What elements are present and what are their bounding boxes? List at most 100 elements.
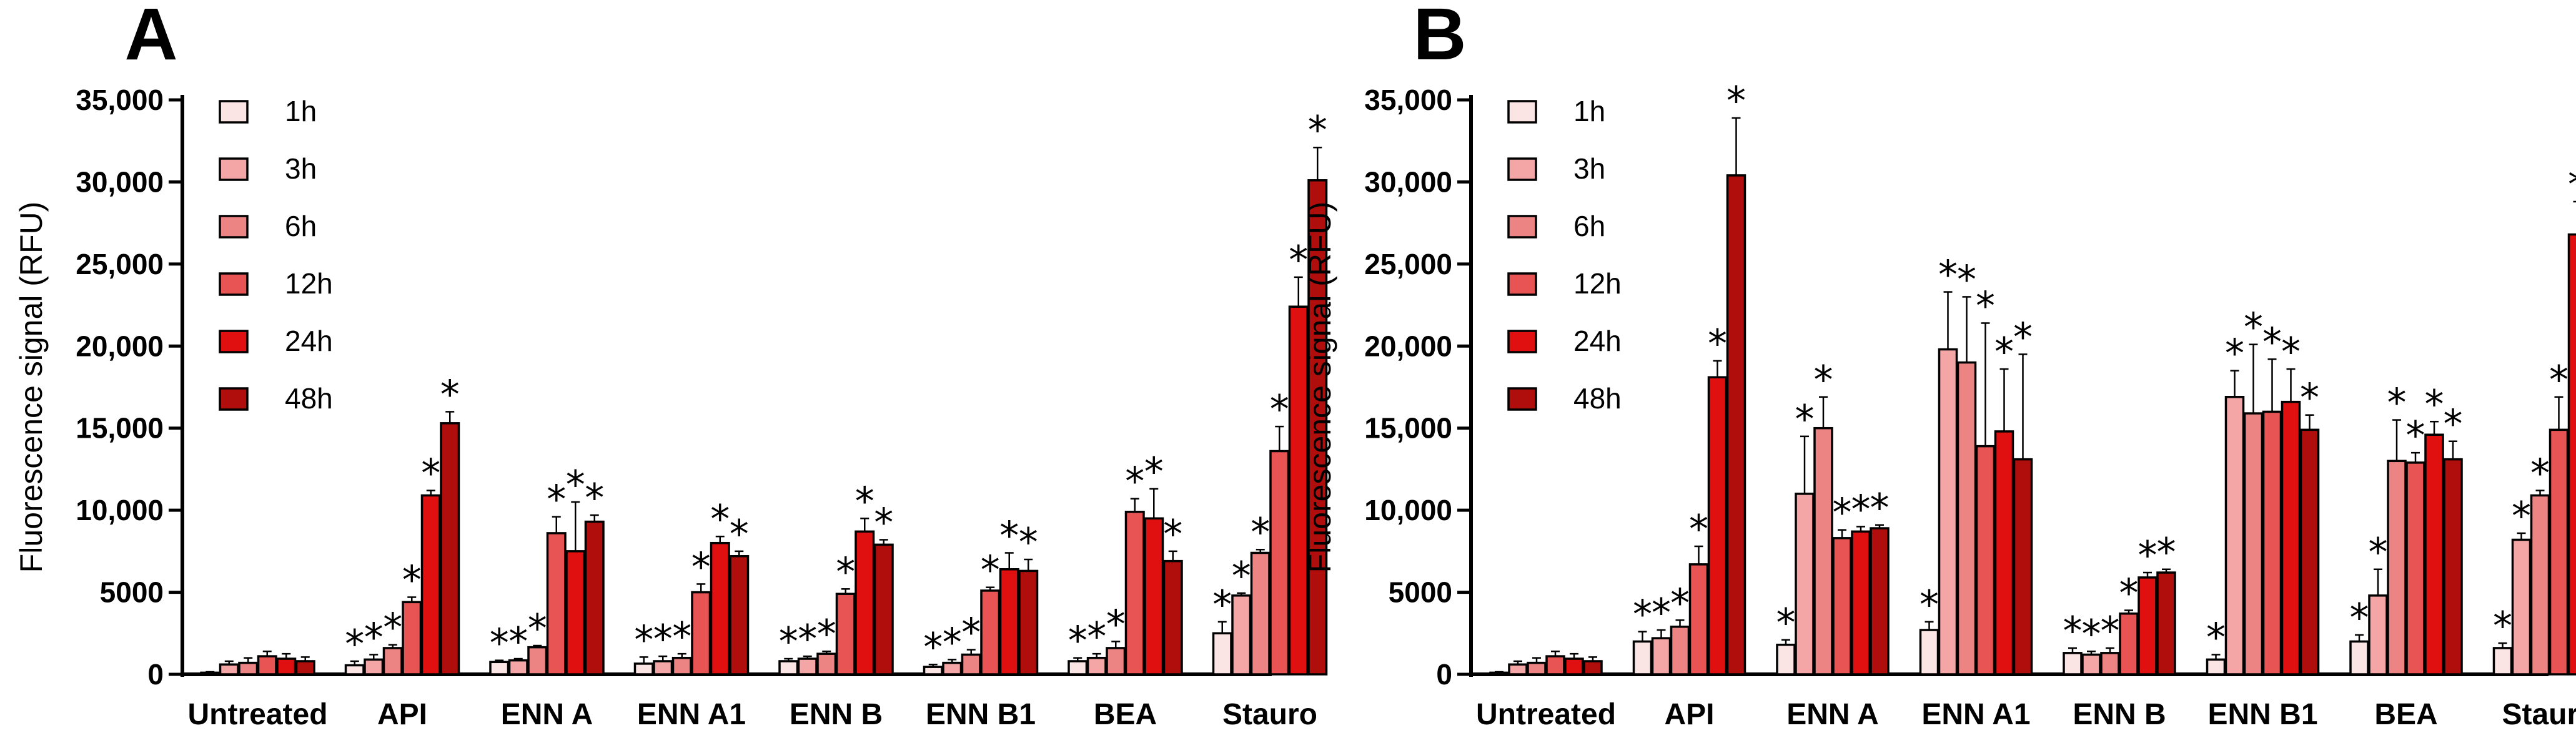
bar-a-4-4	[855, 530, 875, 676]
bar-b-1-5	[1726, 174, 1746, 676]
legend-label: 6h	[1573, 210, 1605, 242]
bar-a-1-1	[364, 658, 384, 676]
category-label: BEA	[1094, 698, 1157, 731]
bar-a-5-5	[1018, 569, 1039, 676]
bar-a-0-2	[238, 661, 259, 676]
bar-a-3-2	[671, 656, 692, 676]
chart-panel-a: A Fluorescence signal (RFU) 0 5000 10,000 15,…	[14, 0, 1328, 731]
significance-star: *	[2387, 380, 2407, 426]
significance-star: *	[2119, 570, 2139, 616]
y-tick-label: 10,000	[1364, 494, 1452, 526]
bar-b-6-0	[2349, 640, 2369, 676]
chart-panel-b: B Fluorescence signal (RFU) 0 5000 10,000 15,…	[1302, 0, 2576, 731]
legend-label: 24h	[285, 325, 333, 357]
bar-a-1-3	[402, 601, 422, 676]
significance-star: *	[2493, 603, 2512, 649]
panel-label: B	[1413, 0, 1466, 76]
legend-swatch	[219, 330, 249, 353]
significance-star: *	[779, 619, 798, 664]
significance-star: *	[2350, 595, 2369, 641]
significance-star: *	[2063, 608, 2083, 654]
category-label: API	[1664, 698, 1714, 731]
y-axis-label: Fluorescence signal (RFU)	[1302, 202, 1337, 573]
bar-a-7-4	[1288, 305, 1309, 676]
bar-b-2-0	[1776, 643, 1796, 676]
bar-b-0-0	[1489, 671, 1509, 676]
bar-b-0-3	[1545, 655, 1565, 676]
y-axis-label: Fluorescence signal (RFU)	[14, 202, 49, 573]
bar-b-5-2	[2243, 412, 2264, 676]
bar-b-4-4	[2138, 576, 2157, 676]
significance-star: *	[710, 496, 730, 542]
significance-star: *	[981, 548, 1000, 593]
legend-label: 48h	[285, 382, 333, 415]
bar-b-7-1	[2511, 538, 2532, 676]
significance-star: *	[508, 619, 528, 664]
bar-b-1-4	[1707, 376, 1728, 676]
bar-a-3-4	[710, 541, 730, 676]
significance-star: *	[836, 549, 855, 594]
bar-a-6-2	[1106, 647, 1126, 676]
bar-a-6-3	[1124, 511, 1145, 676]
y-tick-label: 25,000	[76, 248, 164, 280]
y-tick-label: 0	[147, 658, 164, 691]
legend-label: 6h	[285, 210, 317, 242]
bar-b-6-4	[2424, 433, 2444, 676]
y-tick-label: 10,000	[76, 494, 164, 526]
bar-a-6-4	[1144, 517, 1164, 676]
significance-star: *	[1976, 283, 1995, 328]
significance-star: *	[1689, 506, 1708, 552]
significance-star: *	[855, 478, 874, 524]
significance-star: *	[1652, 590, 1671, 636]
bar-a-3-0	[633, 662, 654, 676]
legend-label: 1h	[285, 95, 317, 127]
significance-star: *	[999, 513, 1019, 558]
significance-star: *	[1251, 509, 1270, 555]
significance-star: *	[1938, 252, 1958, 298]
category-label: ENN B	[2073, 698, 2166, 731]
significance-star: *	[1870, 485, 1890, 531]
category-label: ENN A1	[1921, 698, 2030, 731]
bar-b-7-2	[2530, 494, 2550, 676]
significance-star: *	[2406, 413, 2425, 458]
bar-a-4-1	[797, 657, 818, 676]
significance-star: *	[528, 606, 547, 651]
significance-star: *	[1670, 580, 1690, 626]
y-tick-label: 20,000	[76, 330, 164, 362]
significance-star: *	[2300, 375, 2319, 421]
category-label: ENN A	[501, 698, 593, 731]
significance-star: *	[1957, 257, 1976, 302]
significance-star: *	[1308, 107, 1327, 153]
significance-star: *	[1087, 614, 1106, 659]
legend-label: 12h	[1573, 267, 1622, 300]
significance-star: *	[2512, 493, 2531, 539]
bar-a-4-5	[873, 543, 894, 676]
significance-star: *	[1994, 329, 2014, 375]
bar-a-7-1	[1231, 594, 1252, 676]
bar-b-2-2	[1813, 426, 1833, 676]
bar-b-4-5	[2156, 571, 2176, 676]
significance-star: *	[2206, 614, 2226, 660]
bar-b-2-5	[1870, 527, 1890, 676]
significance-star: *	[1163, 511, 1182, 557]
significance-star: *	[490, 621, 509, 666]
significance-star: *	[2138, 533, 2157, 578]
bar-b-7-4	[2567, 233, 2576, 676]
bar-b-5-4	[2281, 400, 2301, 676]
significance-star: *	[2425, 381, 2444, 427]
significance-star: *	[1708, 321, 1727, 367]
category-label: ENN A1	[637, 698, 746, 731]
y-tick-label: 25,000	[1364, 248, 1452, 280]
significance-star: *	[1726, 78, 1746, 124]
bar-b-3-0	[1919, 629, 1939, 676]
y-tick-label: 20,000	[1364, 330, 1452, 362]
bar-b-1-2	[1670, 626, 1690, 676]
bar-b-0-4	[1564, 657, 1584, 676]
y-tick-label: 30,000	[76, 165, 164, 198]
legend-swatch	[219, 100, 249, 124]
bar-a-4-3	[835, 593, 856, 676]
significance-star: *	[1289, 237, 1308, 283]
bar-b-6-5	[2443, 458, 2463, 676]
bar-a-5-4	[999, 568, 1019, 676]
